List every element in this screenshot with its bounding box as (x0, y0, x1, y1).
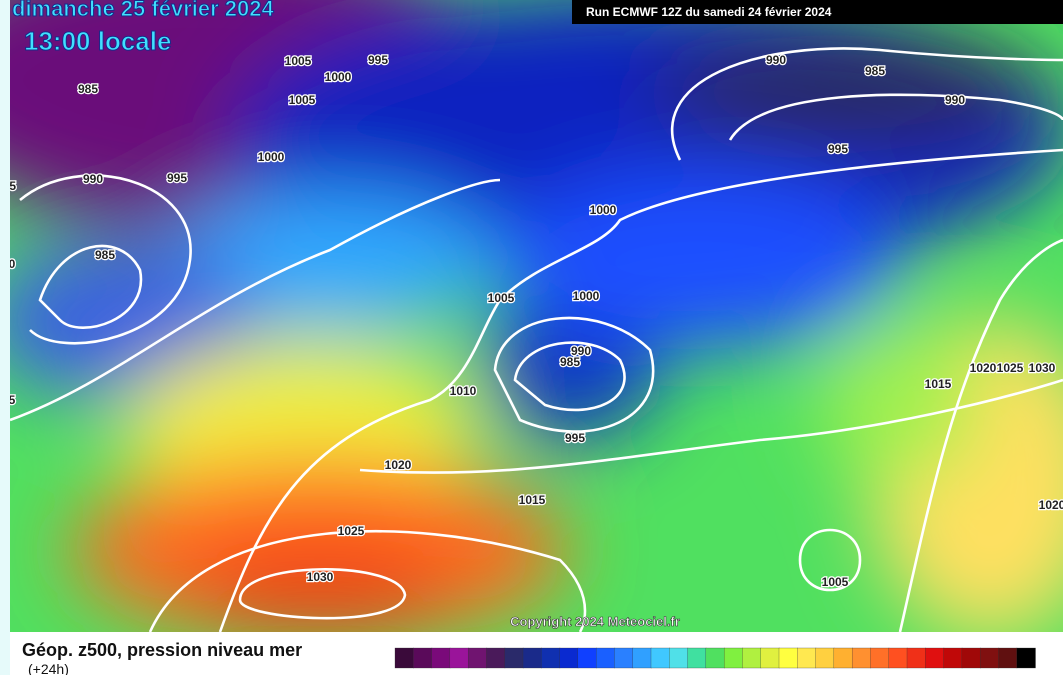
color-swatch (413, 647, 433, 669)
isobar-label: 1020 (1039, 498, 1063, 512)
isobar-label: 1005 (822, 575, 849, 589)
color-swatch (522, 647, 542, 669)
color-swatch (705, 647, 725, 669)
isobar-label: 1005 (0, 393, 16, 407)
isobar-label: 1020 (970, 361, 997, 375)
color-swatch (943, 647, 963, 669)
isobar-label: 995 (368, 53, 388, 67)
color-swatch (541, 647, 561, 669)
color-swatch (504, 647, 524, 669)
color-swatch (760, 647, 780, 669)
color-swatch (998, 647, 1018, 669)
isobar-label: 1030 (307, 570, 334, 584)
isobar-labels: 1005 1000 995 1005 985 1000 990 995 995 985 1000 10… (0, 52, 1063, 591)
isobar-label: 1005 (285, 54, 312, 68)
isobar-label: 985 (865, 64, 885, 78)
color-swatch (632, 647, 652, 669)
isobar-label: 995 (0, 179, 16, 193)
color-swatch (906, 647, 926, 669)
color-swatch (486, 647, 506, 669)
legend-title: Géop. z500, pression niveau mer (22, 640, 302, 660)
color-swatch (1016, 647, 1036, 669)
color-swatch (687, 647, 707, 669)
isobar-label: 1005 (289, 93, 316, 107)
isobar-label: 985 (95, 248, 115, 262)
color-swatch (833, 647, 853, 669)
isobar-label: 1025 (997, 361, 1024, 375)
color-swatch (815, 647, 835, 669)
isobar-label: 1030 (1029, 361, 1056, 375)
color-swatch (870, 647, 890, 669)
color-swatch (961, 647, 981, 669)
color-swatch (595, 647, 616, 669)
isobar-label: 995 (565, 431, 585, 445)
copyright: Copyright 2024 Meteociel.fr (510, 614, 680, 629)
color-swatch (851, 647, 872, 669)
isobar-label: 985 (560, 355, 580, 369)
color-swatch (797, 647, 817, 669)
isobar-label: 985 (78, 82, 98, 96)
color-swatch (449, 647, 469, 669)
isobar-label: 995 (828, 142, 848, 156)
color-swatch (467, 647, 488, 669)
time: 13:00 locale (24, 26, 171, 56)
color-swatch (742, 647, 762, 669)
color-swatch (559, 647, 579, 669)
isobar-label: 990 (766, 53, 786, 67)
color-swatch (614, 647, 634, 669)
color-swatch (723, 647, 744, 669)
color-swatch (394, 647, 414, 669)
color-swatch (888, 647, 908, 669)
run: Run ECMWF 12Z du samedi 24 février 2024 (586, 5, 832, 19)
color-swatch (650, 647, 670, 669)
isobar-label: 1025 (338, 524, 365, 538)
isobar-label: 1015 (925, 377, 952, 391)
legend-subtitle: (+24h) (28, 661, 69, 675)
run-box (572, 0, 1063, 24)
map (10, 0, 1063, 632)
isobar-label: 1010 (450, 384, 477, 398)
color-swatch (778, 647, 798, 669)
isobar-label: 1005 (488, 291, 515, 305)
isobar-label: 990 (945, 93, 965, 107)
color-swatch (925, 647, 945, 669)
color-swatch (577, 647, 597, 669)
isobar-label: 1000 (325, 70, 352, 84)
isobar-label: 1000 (573, 289, 600, 303)
isobar-label: 995 (167, 171, 187, 185)
color-swatch (669, 647, 689, 669)
date: dimanche 25 février 2024 (12, 0, 274, 21)
color-swatch (979, 647, 1000, 669)
isobar-label: 990 (571, 344, 591, 358)
isobar-label: 1020 (385, 458, 412, 472)
isobar-label: 1000 (0, 257, 16, 271)
isobar-label: 990 (83, 172, 103, 186)
color-swatch (431, 647, 451, 669)
isobar-label: 1000 (590, 203, 617, 217)
isobar-label: 1015 (519, 493, 546, 507)
colorbar (394, 647, 1036, 669)
isobar-label: 1000 (258, 150, 285, 164)
